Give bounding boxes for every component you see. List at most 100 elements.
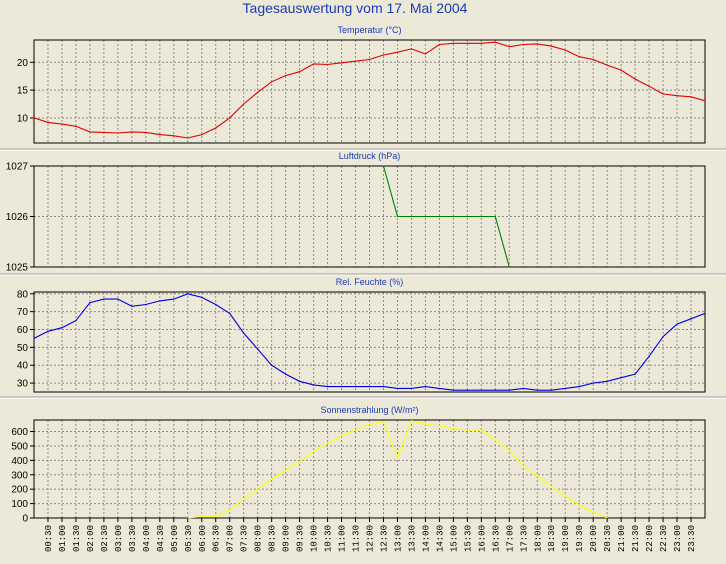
data-point bbox=[354, 60, 357, 62]
x-tick-label: 07:30 bbox=[240, 525, 250, 552]
data-point bbox=[382, 54, 385, 56]
data-point bbox=[410, 48, 413, 50]
data-point bbox=[438, 387, 440, 390]
data-point bbox=[215, 515, 217, 518]
y-tick-label: 1025 bbox=[6, 263, 29, 274]
data-point bbox=[89, 302, 91, 304]
data-point bbox=[690, 96, 692, 98]
panel-4: 0 100 200 300 400 500 600 Sonnenstrahlung (W/m²… bbox=[11, 405, 706, 525]
data-point bbox=[452, 389, 454, 391]
data-point bbox=[368, 423, 371, 425]
x-tick-label: 06:00 bbox=[198, 525, 208, 552]
y-tick-label: 1026 bbox=[6, 212, 29, 223]
data-point bbox=[201, 296, 203, 298]
data-point bbox=[299, 461, 301, 463]
x-tick-label: 09:00 bbox=[282, 525, 292, 552]
data-point bbox=[131, 305, 133, 307]
data-point bbox=[312, 63, 315, 65]
data-point bbox=[243, 332, 245, 334]
data-point bbox=[215, 127, 217, 129]
data-point bbox=[271, 478, 273, 480]
data-point bbox=[494, 41, 496, 43]
x-tick-label: 15:30 bbox=[463, 525, 473, 552]
data-point bbox=[592, 382, 594, 384]
data-point bbox=[508, 266, 510, 268]
panel-title: Rel. Feuchte (%) bbox=[336, 277, 404, 287]
data-point bbox=[354, 429, 357, 431]
data-point bbox=[33, 337, 35, 340]
data-point bbox=[550, 389, 552, 391]
x-tick-label: 03:00 bbox=[114, 525, 124, 552]
x-tick-label: 23:00 bbox=[673, 525, 683, 552]
x-tick-label: 02:00 bbox=[86, 525, 96, 552]
data-point bbox=[61, 123, 63, 125]
data-point bbox=[592, 58, 594, 61]
x-tick-label: 18:30 bbox=[547, 525, 557, 552]
data-point bbox=[173, 298, 175, 300]
data-point bbox=[215, 303, 217, 306]
data-point bbox=[536, 475, 538, 477]
x-tick-label: 11:30 bbox=[352, 525, 362, 552]
data-point bbox=[326, 386, 329, 388]
x-tick-label: 20:30 bbox=[603, 525, 613, 552]
data-point bbox=[312, 451, 315, 453]
data-point bbox=[452, 428, 454, 430]
y-tick-label: 50 bbox=[17, 343, 29, 354]
y-tick-label: 200 bbox=[11, 485, 28, 496]
x-tick-label: 10:30 bbox=[324, 525, 334, 552]
panel-3: 30 40 50 60 70 80 Rel. Feuchte (%) bbox=[17, 277, 706, 393]
data-point bbox=[592, 511, 594, 513]
data-point bbox=[550, 485, 552, 487]
data-point bbox=[410, 420, 413, 422]
panel-title: Luftdruck (hPa) bbox=[339, 151, 401, 161]
data-point bbox=[438, 425, 440, 427]
data-point bbox=[299, 380, 301, 382]
x-tick-label: 21:00 bbox=[617, 525, 627, 552]
data-point bbox=[229, 312, 231, 315]
data-point bbox=[396, 387, 399, 390]
data-point bbox=[424, 53, 427, 55]
data-point bbox=[187, 293, 189, 295]
plot-frame bbox=[33, 165, 706, 268]
x-tick-label: 17:30 bbox=[519, 525, 529, 552]
data-point bbox=[354, 386, 357, 388]
data-point bbox=[480, 389, 482, 391]
x-tick-label: 06:30 bbox=[212, 525, 222, 552]
data-point bbox=[173, 135, 175, 137]
series-line bbox=[382, 165, 510, 268]
plot-frame bbox=[33, 39, 706, 144]
data-point bbox=[75, 125, 77, 127]
data-point bbox=[47, 330, 49, 332]
data-point bbox=[103, 131, 105, 134]
data-point bbox=[508, 389, 510, 391]
data-point bbox=[704, 100, 706, 102]
y-tick-label: 0 bbox=[22, 514, 28, 525]
data-point bbox=[159, 134, 161, 136]
x-tick-label: 05:00 bbox=[170, 525, 180, 552]
y-tick-label: 400 bbox=[11, 456, 28, 467]
x-tick-label: 16:00 bbox=[477, 525, 487, 552]
data-point bbox=[578, 56, 580, 58]
plot-frame bbox=[33, 291, 706, 393]
x-tick-label: 10:00 bbox=[310, 525, 320, 552]
data-point bbox=[368, 58, 371, 61]
y-tick-label: 1027 bbox=[6, 162, 29, 173]
data-point bbox=[480, 42, 482, 44]
y-tick-label: 70 bbox=[17, 307, 29, 318]
data-point bbox=[480, 429, 482, 431]
data-point bbox=[508, 449, 510, 451]
data-point bbox=[466, 389, 468, 391]
x-tick-label: 12:30 bbox=[379, 525, 389, 552]
data-point bbox=[145, 303, 147, 306]
data-point bbox=[75, 319, 77, 322]
x-tick-label: 12:00 bbox=[366, 525, 376, 552]
y-tick-label: 30 bbox=[17, 379, 29, 390]
data-point bbox=[606, 380, 608, 382]
x-tick-label: 17:00 bbox=[505, 525, 515, 552]
x-tick-label: 14:30 bbox=[435, 525, 445, 552]
data-point bbox=[326, 442, 329, 444]
x-tick-label: 18:00 bbox=[533, 525, 543, 552]
data-point bbox=[578, 386, 580, 388]
data-point bbox=[229, 117, 231, 119]
